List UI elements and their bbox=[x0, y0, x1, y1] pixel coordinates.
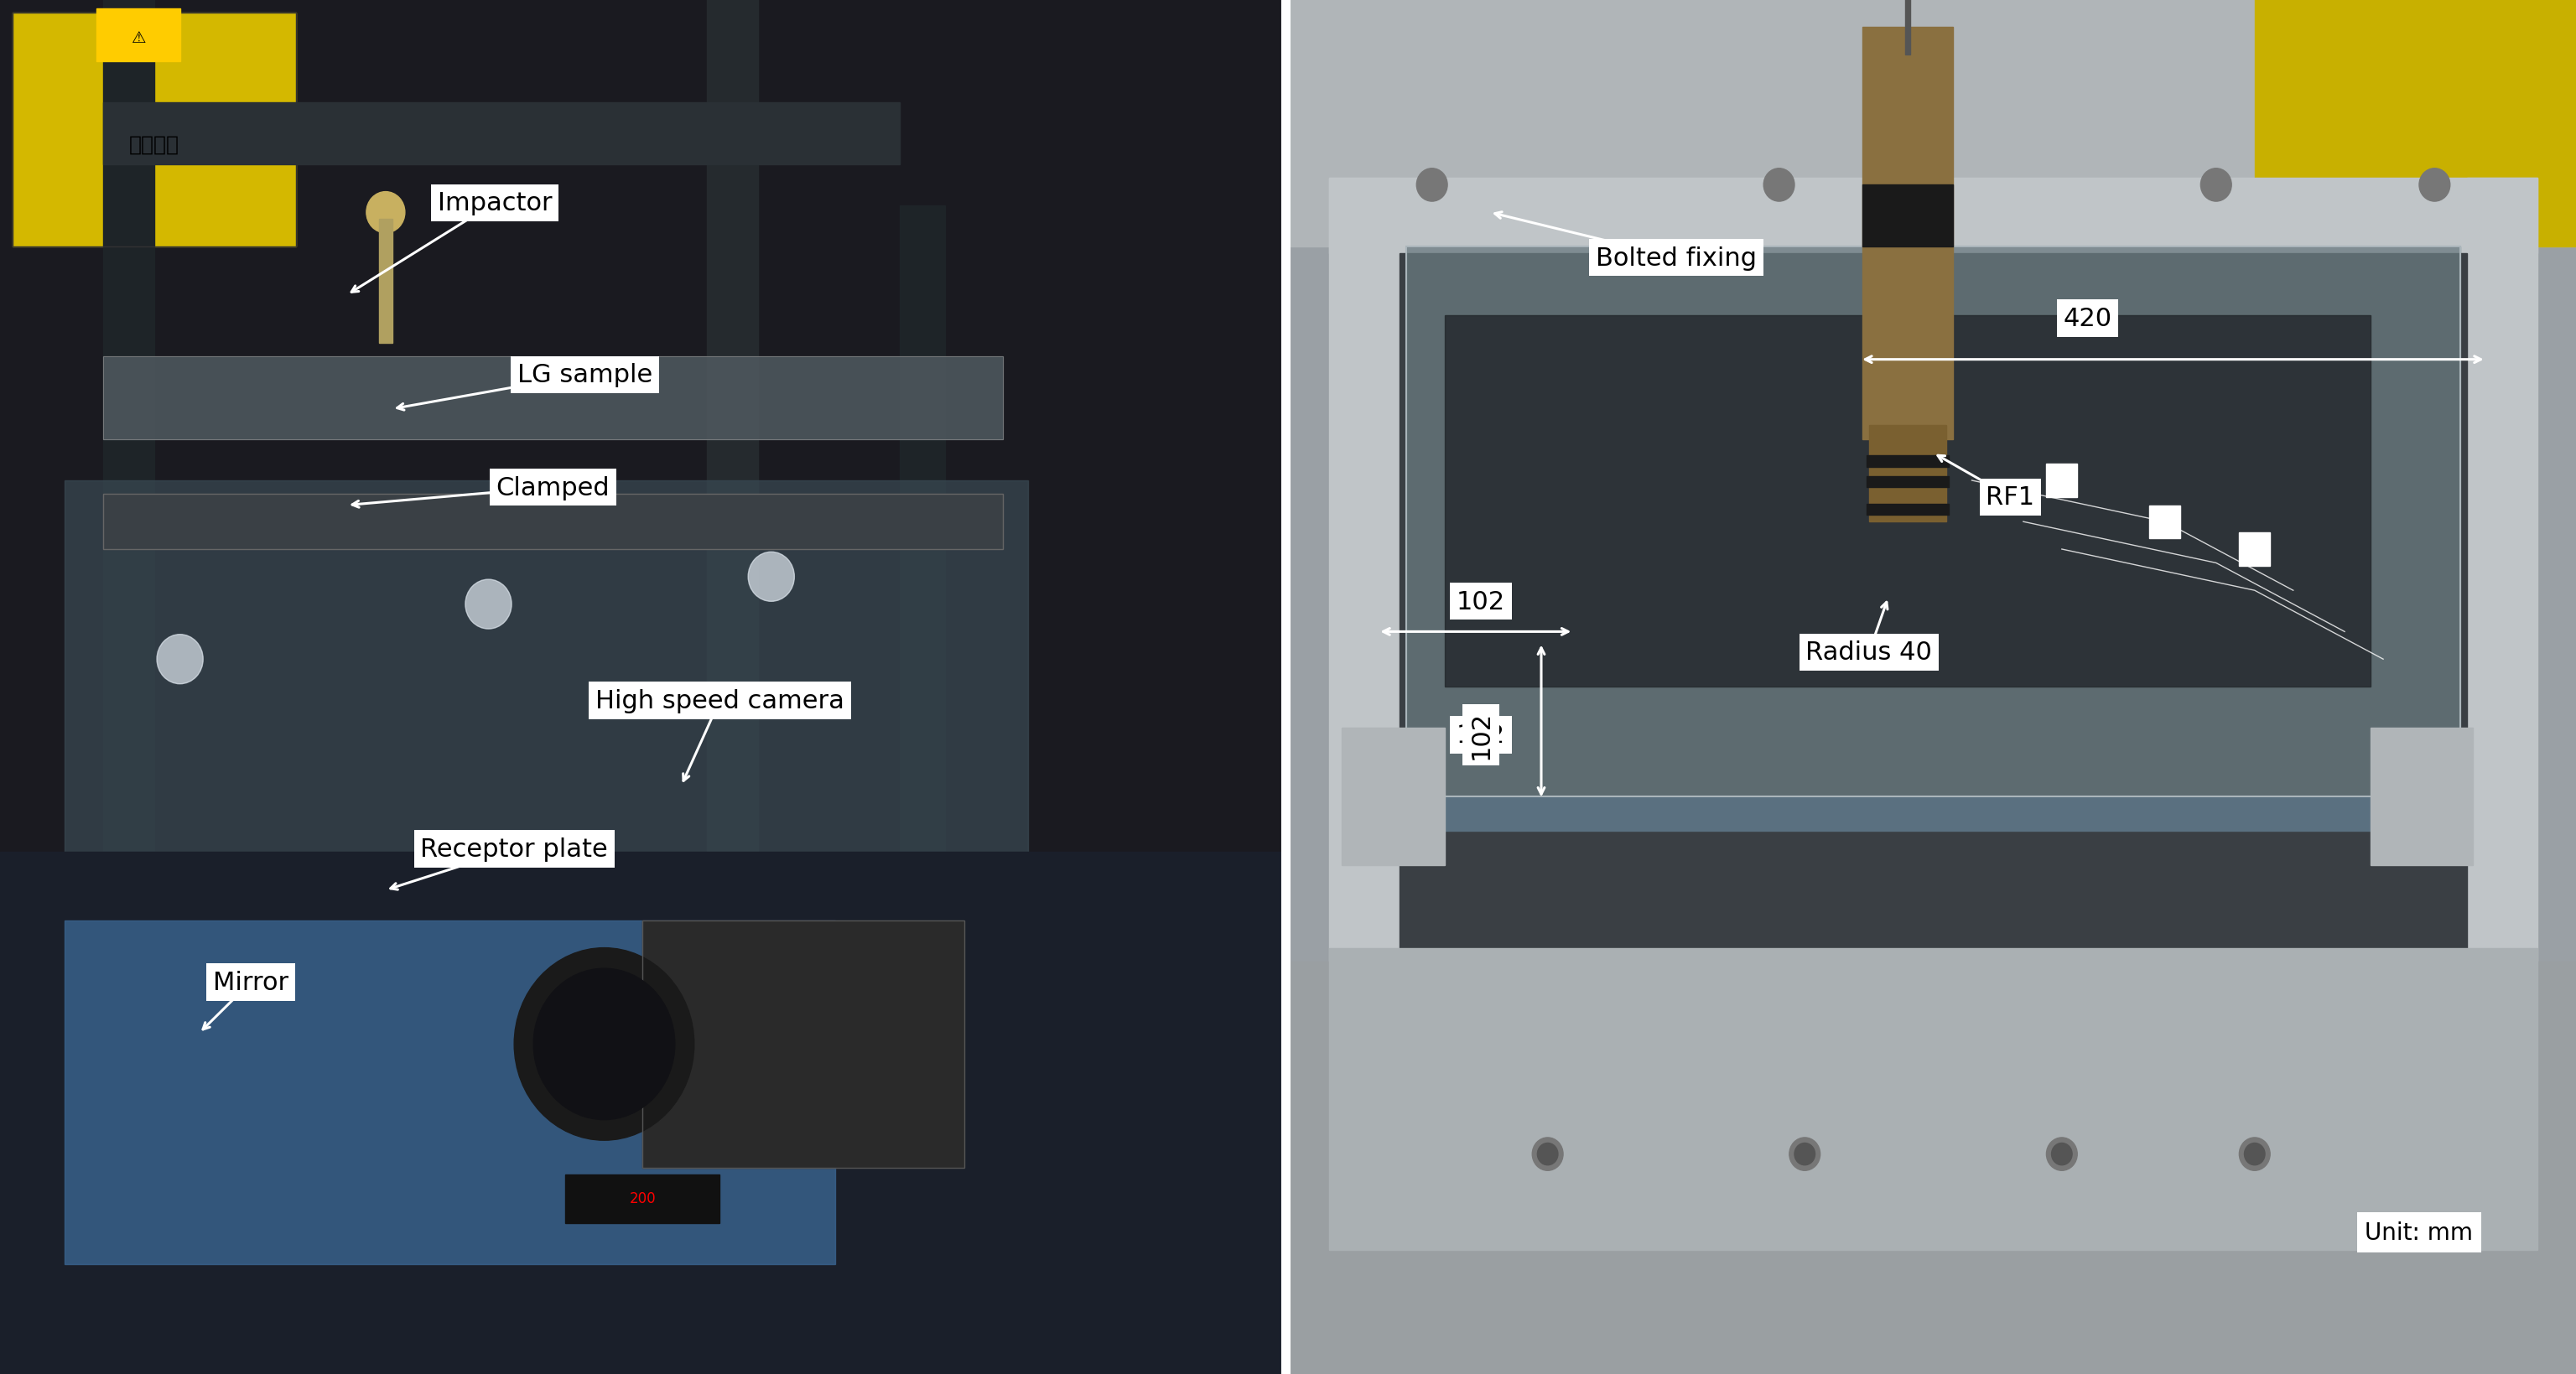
Bar bbox=[379, 220, 392, 344]
Bar bbox=[0, 852, 1285, 1374]
Bar bbox=[1329, 179, 1399, 1264]
Circle shape bbox=[1765, 169, 1795, 202]
Text: 102: 102 bbox=[1455, 723, 1504, 747]
Bar bbox=[64, 921, 835, 1264]
Bar bbox=[13, 14, 296, 247]
Bar bbox=[1329, 179, 2537, 254]
Bar bbox=[641, 921, 963, 1168]
Bar bbox=[706, 0, 757, 1374]
Circle shape bbox=[1533, 1138, 1564, 1171]
Bar bbox=[103, 103, 899, 165]
Bar bbox=[1406, 247, 2460, 797]
Bar bbox=[1291, 962, 2576, 1374]
Bar bbox=[2254, 0, 2576, 247]
Bar bbox=[2148, 506, 2179, 539]
Bar bbox=[1329, 948, 2537, 1250]
Bar bbox=[1406, 247, 2460, 797]
Text: 102: 102 bbox=[1468, 710, 1494, 760]
Bar bbox=[1291, 0, 2576, 247]
Bar bbox=[567, 1175, 719, 1223]
Circle shape bbox=[2050, 1143, 2071, 1165]
Bar bbox=[95, 10, 180, 62]
Bar bbox=[1342, 728, 1445, 866]
Bar bbox=[641, 921, 963, 1168]
Circle shape bbox=[2200, 169, 2231, 202]
Circle shape bbox=[2419, 169, 2450, 202]
Circle shape bbox=[2045, 1138, 2076, 1171]
Text: LG sample: LG sample bbox=[518, 363, 652, 387]
Bar bbox=[103, 495, 1002, 550]
Text: Unit: mm: Unit: mm bbox=[2365, 1220, 2473, 1245]
Text: 420: 420 bbox=[2063, 306, 2112, 331]
Text: Mirror: Mirror bbox=[214, 970, 289, 995]
Text: Receptor plate: Receptor plate bbox=[420, 837, 608, 861]
Bar bbox=[1868, 456, 1947, 467]
Text: Clamped: Clamped bbox=[495, 475, 611, 500]
Bar bbox=[1868, 477, 1947, 488]
Text: 200: 200 bbox=[629, 1191, 657, 1205]
Bar bbox=[1445, 316, 2370, 687]
Text: Bolted fixing: Bolted fixing bbox=[1595, 246, 1757, 271]
Text: Impactor: Impactor bbox=[438, 191, 551, 216]
Circle shape bbox=[533, 969, 675, 1120]
Bar bbox=[103, 495, 1002, 550]
Circle shape bbox=[1795, 1143, 1816, 1165]
Circle shape bbox=[515, 948, 693, 1140]
Bar bbox=[103, 357, 1002, 440]
Text: Radius 40: Radius 40 bbox=[1806, 640, 1932, 665]
Text: High speed camera: High speed camera bbox=[595, 688, 845, 713]
Text: RF1: RF1 bbox=[1986, 485, 2035, 510]
Text: ⚠: ⚠ bbox=[131, 30, 147, 47]
Bar bbox=[1862, 185, 1953, 247]
Circle shape bbox=[747, 552, 793, 602]
Circle shape bbox=[2239, 1138, 2269, 1171]
Bar bbox=[64, 481, 1028, 893]
Bar bbox=[2239, 533, 2269, 566]
Text: 102: 102 bbox=[1455, 589, 1504, 614]
Circle shape bbox=[157, 635, 204, 684]
Text: 当心落物: 当心落物 bbox=[129, 135, 180, 154]
Bar bbox=[13, 14, 296, 247]
Bar bbox=[1870, 426, 1945, 522]
Bar bbox=[103, 357, 1002, 440]
Bar bbox=[1862, 27, 1953, 440]
Bar bbox=[899, 206, 945, 1374]
Bar bbox=[1406, 797, 2460, 831]
Bar bbox=[1329, 1189, 2537, 1264]
Circle shape bbox=[1417, 169, 1448, 202]
Circle shape bbox=[1538, 1143, 1558, 1165]
Bar bbox=[2370, 728, 2473, 866]
Bar bbox=[1868, 504, 1947, 515]
Bar bbox=[103, 0, 155, 1374]
Bar bbox=[2468, 179, 2537, 1264]
Circle shape bbox=[1790, 1138, 1821, 1171]
Bar bbox=[2045, 464, 2076, 497]
Circle shape bbox=[366, 192, 404, 234]
Bar bbox=[1906, 0, 1911, 55]
Circle shape bbox=[2244, 1143, 2264, 1165]
Circle shape bbox=[466, 580, 513, 629]
Bar bbox=[1399, 254, 2468, 1189]
